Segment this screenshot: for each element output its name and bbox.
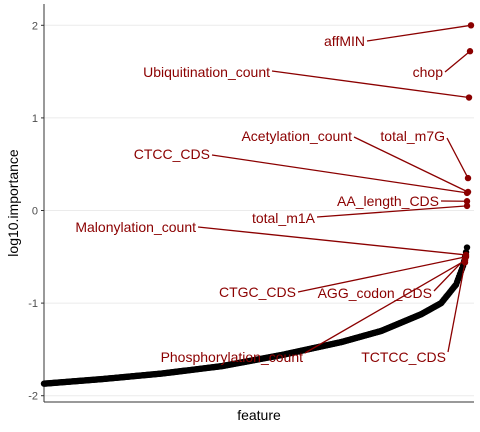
leader-line	[447, 262, 466, 353]
annotation-label: total_m1A	[252, 210, 316, 226]
annotation-label: Phosphorylation_count	[161, 349, 304, 365]
annotation-labels: affMIN chop Ubiquitination_count total_m7G A…	[75, 24, 472, 365]
y-tick-label: 0	[32, 206, 38, 218]
leader-line	[271, 70, 470, 99]
leader-line	[316, 205, 468, 218]
annotation-label: CTCC_CDS	[134, 146, 210, 162]
annotation-label: AA_length_CDS	[337, 193, 439, 209]
leader-line	[197, 226, 467, 256]
annotation-label: total_m7G	[380, 128, 445, 144]
data-point	[463, 244, 471, 251]
y-tick-label: -2	[28, 391, 38, 403]
annotation-label: chop	[413, 64, 444, 80]
annotation-label: affMIN	[324, 33, 365, 49]
y-tick-label: -1	[28, 298, 38, 310]
leader-line	[304, 259, 466, 354]
annotation-label: Acetylation_count	[241, 128, 352, 144]
axes	[43, 4, 474, 403]
y-ticks: 2 1 0 -1 -2	[28, 20, 44, 403]
leader-line	[366, 24, 472, 42]
y-axis-title: log10.importance	[5, 149, 21, 257]
data-points	[40, 244, 471, 387]
annotation-label: TCTCC_CDS	[361, 349, 446, 365]
annotation-label: AGG_codon_CDS	[318, 285, 432, 301]
y-tick-label: 2	[32, 20, 38, 32]
leader-line	[211, 154, 468, 194]
x-axis-title: feature	[237, 407, 281, 423]
leader-line	[444, 50, 471, 73]
annotation-label: Ubiquitination_count	[143, 64, 270, 80]
leader-line	[353, 136, 469, 193]
annotation-label: Malonylation_count	[75, 219, 196, 235]
leader-line	[297, 256, 467, 293]
leader-line	[446, 137, 469, 179]
annotation-label: CTGC_CDS	[219, 284, 296, 300]
y-tick-label: 1	[32, 113, 38, 125]
